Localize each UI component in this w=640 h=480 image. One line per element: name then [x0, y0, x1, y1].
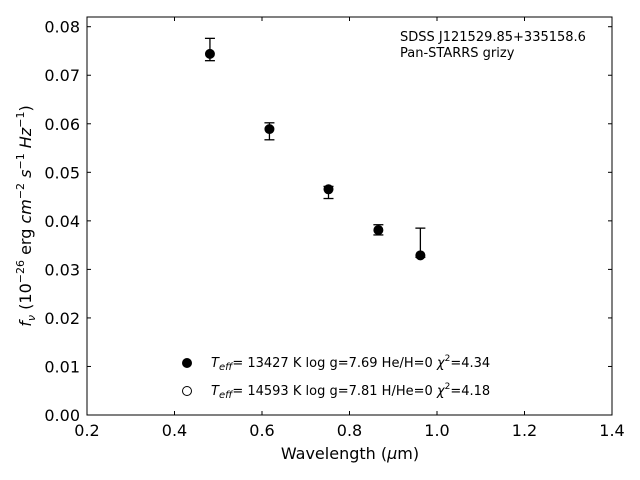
y-tick-label: 0.05 [44, 163, 80, 182]
model-point-filled [264, 124, 275, 135]
model-point-filled [204, 48, 215, 59]
legend-marker-open [182, 386, 192, 396]
x-tick-label: 0.6 [249, 421, 274, 440]
model-point-filled [323, 184, 334, 195]
x-tick-label: 0.8 [337, 421, 362, 440]
x-tick-label: 1.2 [512, 421, 537, 440]
y-ticks: 0.00 0.01 0.02 0.03 0.04 0.05 0.06 0.07 0.08 [44, 18, 612, 425]
legend-entry-1: Teff= 13427 K log g=7.69 He/H=0 χ2=4.34 [211, 354, 490, 373]
model-point-filled [373, 225, 384, 236]
legend-entry-2: Teff= 14593 K log g=7.81 H/He=0 χ2=4.18 [211, 382, 490, 401]
y-tick-label: 0.06 [44, 115, 80, 134]
x-tick-label: 0.2 [74, 421, 99, 440]
y-tick-label: 0.04 [44, 212, 80, 231]
y-axis-label: fν (10−26 erg cm−2 s−1 Hz−1) [14, 105, 38, 326]
data-markers [204, 48, 426, 261]
x-tick-label: 1.0 [424, 421, 449, 440]
x-tick-label: 1.4 [599, 421, 624, 440]
legend-marker-filled [182, 358, 192, 368]
legend: Teff= 13427 K log g=7.69 He/H=0 χ2=4.34 … [182, 354, 490, 401]
y-tick-label: 0.08 [44, 18, 80, 37]
x-ticks: 0.2 0.4 0.6 0.8 1.0 1.2 1.4 [74, 17, 625, 440]
x-tick-label: 0.4 [162, 421, 187, 440]
y-tick-label: 0.03 [44, 260, 80, 279]
y-tick-label: 0.07 [44, 66, 80, 85]
annotation-line-2: Pan-STARRS grizy [400, 46, 515, 61]
x-axis-label: Wavelength (μm) [281, 444, 419, 463]
y-tick-label: 0.02 [44, 309, 80, 328]
y-tick-label: 0.00 [44, 406, 80, 425]
y-tick-label: 0.01 [44, 357, 80, 376]
error-bars [204, 37, 426, 258]
model-point-filled [415, 250, 426, 261]
annotation-line-1: SDSS J121529.85+335158.6 [400, 30, 586, 45]
